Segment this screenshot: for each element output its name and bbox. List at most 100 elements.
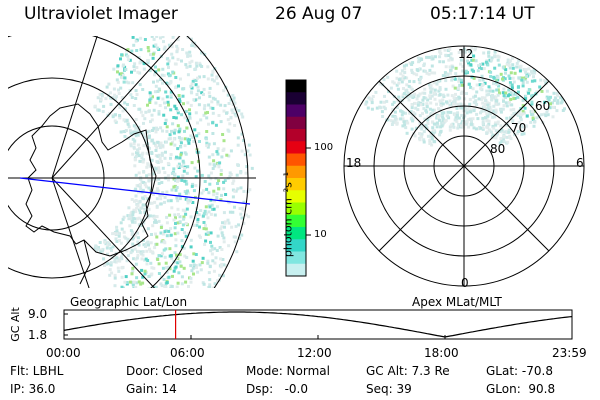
aurora-pixel — [207, 142, 211, 146]
aurora-pixel — [184, 234, 188, 238]
aurora-pixel — [404, 126, 408, 130]
colorbar-cell — [286, 153, 306, 167]
aurora-pixel — [211, 70, 215, 74]
aurora-pixel — [511, 93, 515, 97]
aurora-pixel — [141, 151, 145, 155]
aurora-pixel — [131, 152, 135, 156]
aurora-pixel — [149, 249, 153, 253]
aurora-pixel — [477, 64, 480, 68]
aurora-pixel — [174, 62, 178, 66]
aurora-pixel — [490, 56, 494, 60]
colorbar-cell — [286, 202, 306, 216]
aurora-pixel — [183, 137, 187, 141]
aurora-pixel — [195, 211, 199, 214]
aurora-pixel — [125, 80, 129, 84]
aurora-pixel — [378, 82, 382, 86]
aurora-pixel — [487, 102, 491, 105]
aurora-pixel — [133, 139, 137, 143]
aurora-pixel — [483, 81, 487, 85]
aurora-pixel — [222, 187, 226, 191]
aurora-pixel — [156, 189, 159, 193]
aurora-pixel — [219, 227, 223, 231]
aurora-pixel — [118, 239, 121, 243]
aurora-pixel — [411, 61, 415, 65]
aurora-pixel — [198, 96, 201, 100]
aurora-pixel — [222, 211, 226, 215]
aurora-pixel — [395, 117, 399, 121]
aurora-pixel — [425, 71, 429, 75]
aurora-pixel — [208, 162, 212, 166]
aurora-pixel — [133, 62, 137, 66]
altitude-curve — [63, 311, 573, 338]
aurora-pixel — [438, 93, 442, 97]
aurora-pixel — [161, 266, 165, 270]
meta-mode: Mode: Normal — [246, 364, 330, 378]
colorbar-unit-label: photon cm⁻²s⁻¹ — [281, 171, 295, 258]
aurora-pixel — [552, 98, 556, 102]
aurora-pixel — [137, 216, 141, 220]
aurora-pixel — [111, 113, 115, 117]
aurora-pixel — [182, 217, 186, 221]
aurora-pixel — [145, 23, 148, 26]
aurora-pixel — [167, 275, 171, 279]
aurora-pixel — [159, 78, 162, 82]
aurora-pixel — [136, 253, 140, 257]
aurora-pixel — [532, 71, 536, 75]
aurora-pixel — [512, 107, 516, 111]
aurora-pixel — [545, 110, 549, 114]
aurora-pixel — [180, 178, 184, 182]
aurora-pixel — [143, 203, 147, 207]
aurora-pixel — [153, 73, 156, 77]
aurora-pixel — [231, 94, 235, 97]
aurora-pixel — [163, 171, 167, 175]
aurora-pixel — [144, 139, 147, 142]
aurora-pixel — [425, 102, 429, 106]
aurora-pixel — [191, 43, 195, 47]
aurora-pixel — [516, 90, 520, 94]
aurora-pixel — [509, 91, 513, 95]
aurora-pixel — [141, 30, 144, 33]
aurora-pixel — [177, 130, 181, 134]
aurora-pixel — [186, 165, 190, 169]
aurora-pixel — [116, 64, 120, 68]
aurora-pixel — [115, 240, 119, 243]
aurora-pixel — [118, 259, 122, 263]
aurora-pixel — [468, 102, 472, 106]
aurora-pixel — [506, 140, 510, 144]
aurora-pixel — [183, 209, 187, 213]
aurora-pixel — [422, 138, 426, 142]
aurora-pixel — [121, 64, 125, 68]
aurora-pixel — [138, 147, 141, 150]
aurora-pixel — [159, 275, 163, 279]
aurora-pixel — [196, 159, 200, 163]
aurora-pixel — [109, 263, 113, 267]
aurora-pixel — [165, 95, 169, 99]
aurora-pixel — [203, 243, 207, 246]
aurora-pixel — [169, 31, 172, 34]
aurora-pixel — [408, 94, 412, 98]
aurora-pixel — [464, 71, 468, 75]
aurora-pixel — [458, 96, 462, 100]
aurora-pixel — [189, 238, 193, 242]
aurora-pixel — [486, 126, 490, 130]
aurora-pixel — [158, 104, 162, 107]
aurora-pixel — [165, 215, 169, 219]
aurora-pixel — [135, 66, 139, 69]
aurora-pixel — [393, 110, 397, 114]
aurora-pixel — [488, 87, 492, 91]
aurora-pixel — [145, 151, 149, 155]
aurora-pixel — [176, 124, 180, 128]
aurora-pixel — [123, 280, 127, 284]
aurora-pixel — [202, 293, 205, 296]
aurora-pixel — [488, 58, 492, 62]
aurora-pixel — [143, 290, 146, 293]
aurora-pixel — [157, 272, 161, 275]
aurora-pixel — [123, 135, 127, 138]
aurora-pixel — [460, 83, 464, 87]
aurora-pixel — [513, 133, 516, 137]
aurora-pixel — [410, 87, 414, 91]
aurora-pixel — [153, 31, 156, 34]
aurora-pixel — [171, 36, 175, 39]
aurora-pixel — [134, 134, 138, 138]
aurora-pixel — [211, 167, 215, 170]
